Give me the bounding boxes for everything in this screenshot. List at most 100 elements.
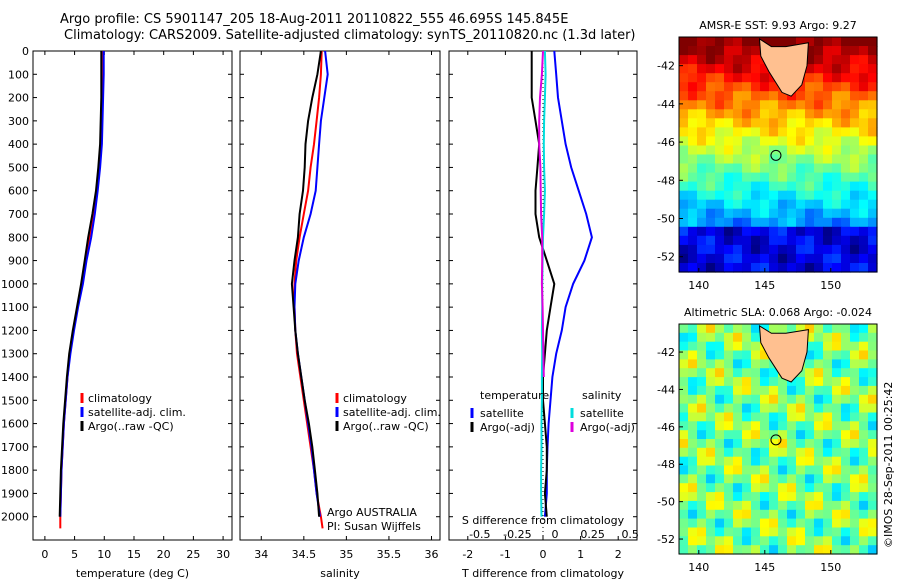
sla-map-cell (823, 377, 833, 387)
sst-map-cell (805, 217, 815, 228)
sla-map-cell (679, 341, 689, 352)
sla-map-cell (697, 474, 707, 484)
sla-map-cell (733, 359, 743, 369)
sla-map-cell (796, 474, 806, 484)
sla-map-cell (814, 500, 824, 511)
sla-map-cell (832, 332, 842, 343)
sla-map-cell (706, 394, 716, 405)
sst-map-cell (841, 208, 851, 219)
sla-map-cell (760, 359, 770, 369)
sla-map-cell (760, 368, 770, 378)
sst-map-ytick-label: -42 (657, 60, 675, 73)
sla-map-cell (769, 518, 779, 528)
sla-map-cell (697, 341, 707, 352)
sla-map-cell (850, 430, 860, 440)
sla-map-cell (760, 545, 770, 555)
sst-map-cell (805, 55, 815, 65)
sla-map-cell (688, 439, 698, 449)
sst-map-cell (823, 100, 833, 110)
sla-map-cell (823, 527, 833, 537)
sla-map-cell (823, 474, 833, 484)
sst-map-cell (733, 73, 743, 83)
sla-map-cell (742, 377, 752, 387)
sst-map-cell (805, 127, 815, 137)
sla-map-cell (679, 474, 689, 484)
sla-map-cell (823, 492, 833, 502)
sal-xtick-label: 36 (424, 548, 438, 561)
sla-map-cell (706, 527, 716, 537)
sst-map-cell (679, 244, 689, 255)
sla-map-cell (751, 332, 761, 343)
sla-map-cell (751, 465, 761, 475)
sst-map-cell (859, 163, 869, 174)
sst-map-cell (742, 37, 752, 47)
sst-map-cell (715, 46, 725, 56)
sla-map-cell (760, 403, 770, 413)
sla-map-cell (805, 509, 815, 520)
sst-map-cell (868, 73, 878, 83)
sla-map-ytick-label: -42 (657, 346, 675, 359)
sla-map-cell (814, 545, 824, 555)
sst-map-cell (832, 208, 842, 219)
sst-map-cell (706, 226, 716, 237)
sst-map: -42 -44 -46 -48 -50 -52 140 145 150 AMSR-E SST: 9… (657, 19, 878, 292)
sla-map-cell (859, 377, 869, 387)
sla-map-cell (841, 483, 851, 493)
sst-map-cell (760, 217, 770, 228)
sst-map-argo-marker (770, 149, 782, 161)
sla-map-cell (859, 439, 869, 449)
sla-map-argo-marker (770, 434, 782, 446)
sla-map-cell (823, 545, 833, 555)
sla-map-cell (805, 359, 815, 369)
sla-map-cell (733, 509, 743, 520)
sst-map-cell (715, 73, 725, 83)
sst-map-cell (769, 199, 779, 210)
sla-map-cell (760, 421, 770, 431)
sla-map-cell (868, 430, 878, 440)
sla-map-cell (850, 465, 860, 475)
sla-map-cell (724, 394, 734, 405)
sla-map-cell (688, 421, 698, 431)
sst-map-cell (832, 46, 842, 56)
sst-map-cell (688, 208, 698, 219)
sla-map-cell (841, 545, 851, 555)
sla-map-cell (814, 359, 824, 369)
sst-map-cell (715, 208, 725, 219)
sst-map-cell (832, 154, 842, 165)
sla-map-cell (760, 385, 770, 396)
sla-map-cell (760, 509, 770, 520)
sst-map-cell (715, 235, 725, 246)
sst-map-cell (742, 253, 752, 264)
sla-map-cell (868, 394, 878, 405)
sla-map-cell (697, 447, 707, 458)
sst-map-cell (769, 109, 779, 119)
sst-map-cell (733, 181, 743, 192)
sla-map-cell (823, 368, 833, 378)
sst-map-cell (742, 100, 752, 110)
sla-map-cell (724, 509, 734, 520)
sst-map-cell (688, 154, 698, 165)
ytick-label: 400 (8, 138, 29, 151)
sst-map-cell (787, 253, 797, 264)
sst-map-cell (805, 46, 815, 56)
sla-map-cell (859, 545, 869, 555)
sst-map-cell (796, 208, 806, 219)
sst-map-cell (751, 263, 761, 273)
sla-map-cell (715, 421, 725, 431)
sst-map-cell (823, 217, 833, 228)
sst-map-cell (796, 37, 806, 47)
sla-map-cell (841, 527, 851, 537)
figure-title-line1: Argo profile: CS 5901147_205 18-Aug-2011… (60, 12, 569, 27)
sla-map-cell (841, 385, 851, 396)
sla-map-cell (697, 536, 707, 546)
sst-map-cell (724, 208, 734, 219)
sla-map-cell (814, 439, 824, 449)
sla-map-cell (832, 412, 842, 422)
sst-map-cell (688, 226, 698, 237)
sst-map-cell (742, 244, 752, 255)
sla-map-cell (805, 545, 815, 555)
sla-map-cell (679, 483, 689, 493)
timestamp-stamp: ©IMOS 28-Sep-2011 00:25:42 (882, 381, 895, 548)
sst-map-cell (751, 109, 761, 119)
sst-map-cell (796, 109, 806, 119)
